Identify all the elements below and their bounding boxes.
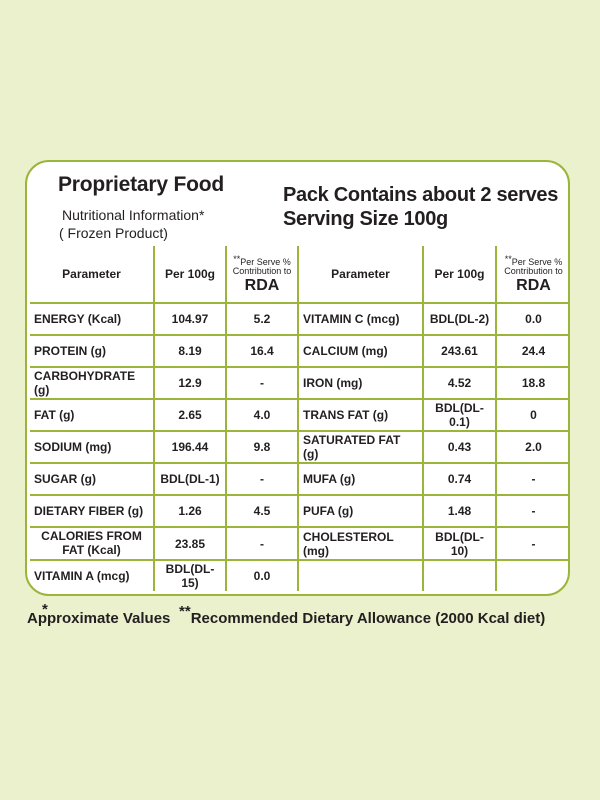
param-name: TRANS FAT (g) [297,398,424,432]
param-rda: 16.4 [225,334,299,368]
rda-line-2: Contribution to [504,265,563,276]
param-value: BDL(DL-2) [422,302,497,336]
param-value: 1.26 [153,494,227,528]
param-rda: 2.0 [495,430,568,464]
column-header-parameter: Parameter [30,246,155,304]
column-header-rda: **Per Serve % Contribution to RDA [225,246,299,304]
param-name: CARBOHYDRATE (g) [30,366,155,400]
table-row: PROTEIN (g) 8.19 16.4 CALCIUM (mg) 243.6… [30,334,568,368]
rda-line-1: Per Serve % [240,256,291,267]
footnote-rda-text: Recommended Dietary Allowance (2000 Kcal… [190,610,546,627]
param-rda: 18.8 [495,366,568,400]
param-name: SODIUM (mg) [30,430,155,464]
param-value: 2.65 [153,398,227,432]
nutrition-card: Proprietary Food Nutritional Information… [25,160,570,596]
param-rda: 0.0 [495,302,568,336]
param-rda: - [495,526,568,561]
rda-line-1: Per Serve % [511,256,563,267]
table-header-row: Parameter Per 100g **Per Serve % Contrib… [30,246,568,304]
param-name-line-1: CALORIES FROM [41,528,142,543]
footnote-approximate: * Approximate Values [27,601,171,627]
param-name-line-2: FAT (Kcal) [62,542,121,557]
footnote-double-star: ** [179,603,191,620]
param-name: CALORIES FROM FAT (Kcal) [30,526,155,561]
param-rda: - [495,462,568,496]
nutrition-table: Parameter Per 100g **Per Serve % Contrib… [30,246,568,591]
table-row: DIETARY FIBER (g) 1.26 4.5 PUFA (g) 1.48… [30,494,568,528]
param-value: BDL(DL-15) [153,559,227,591]
param-rda: 4.5 [225,494,299,528]
param-name: CALCIUM (mg) [297,334,424,368]
table-row: CARBOHYDRATE (g) 12.9 - IRON (mg) 4.52 1… [30,366,568,400]
param-rda: - [225,462,299,496]
param-value: 4.52 [422,366,497,400]
table-row: VITAMIN A (mcg) BDL(DL-15) 0.0 [30,559,568,591]
column-header-per100g: Per 100g [153,246,227,304]
table-row: SUGAR (g) BDL(DL-1) - MUFA (g) 0.74 - [30,462,568,496]
footnote-approximate-text: Approximate Values [27,610,171,627]
product-title: Proprietary Food [58,173,224,196]
param-rda: 4.0 [225,398,299,432]
table-row: ENERGY (Kcal) 104.97 5.2 VITAMIN C (mcg)… [30,302,568,336]
param-value: BDL(DL-1) [153,462,227,496]
param-value: 196.44 [153,430,227,464]
param-rda: 0.0 [225,559,299,591]
param-rda: 24.4 [495,334,568,368]
param-value: 1.48 [422,494,497,528]
product-type-label: ( Frozen Product) [59,225,168,241]
param-rda: 5.2 [225,302,299,336]
param-value: 12.9 [153,366,227,400]
column-header-rda: **Per Serve % Contribution to RDA [495,246,568,304]
table-row: CALORIES FROM FAT (Kcal) 23.85 - CHOLEST… [30,526,568,561]
param-rda: 0 [495,398,568,432]
param-value: 0.43 [422,430,497,464]
rda-line-2: Contribution to [232,265,292,276]
param-rda: - [495,494,568,528]
param-name: MUFA (g) [297,462,424,496]
param-name: PUFA (g) [297,494,424,528]
column-header-per100g: Per 100g [422,246,497,304]
table-row: SODIUM (mg) 196.44 9.8 SATURATED FAT (g)… [30,430,568,464]
pack-contains: Pack Contains about 2 serves [283,184,559,206]
param-value: BDL(DL-10) [422,526,497,561]
rda-stars: ** [233,253,241,264]
footnote-rda: **Recommended Dietary Allowance (2000 Kc… [179,603,546,627]
param-name: VITAMIN C (mcg) [297,302,424,336]
param-name: IRON (mg) [297,366,424,400]
rda-label: RDA [516,276,551,294]
param-rda [495,559,568,591]
param-name: DIETARY FIBER (g) [30,494,155,528]
param-rda: - [225,526,299,561]
rda-label: RDA [244,276,280,294]
param-value: 8.19 [153,334,227,368]
param-value: BDL(DL-0.1) [422,398,497,432]
param-name: SATURATED FAT (g) [297,430,424,464]
param-value: 243.61 [422,334,497,368]
param-rda: - [225,366,299,400]
param-name [297,559,424,591]
param-value: 0.74 [422,462,497,496]
param-name: ENERGY (Kcal) [30,302,155,336]
param-value: 104.97 [153,302,227,336]
footnote-star: * [42,601,48,618]
param-name: SUGAR (g) [30,462,155,496]
table-row: FAT (g) 2.65 4.0 TRANS FAT (g) BDL(DL-0.… [30,398,568,432]
param-rda: 9.8 [225,430,299,464]
column-header-parameter: Parameter [297,246,424,304]
param-value: 23.85 [153,526,227,561]
param-value [422,559,497,591]
param-name: VITAMIN A (mcg) [30,559,155,591]
rda-stars: ** [504,253,512,264]
param-name: PROTEIN (g) [30,334,155,368]
nutrition-info-label: Nutritional Information* [62,207,205,223]
param-name: FAT (g) [30,398,155,432]
serving-size: Serving Size 100g [283,208,448,230]
param-name: CHOLESTEROL (mg) [297,526,424,561]
